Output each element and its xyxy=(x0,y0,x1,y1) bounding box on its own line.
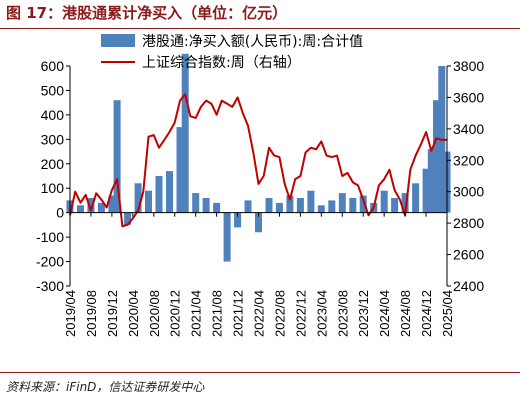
left-tick-label: -200 xyxy=(36,254,64,270)
x-tick-label: 2025/04 xyxy=(440,290,455,337)
bar-mark xyxy=(108,195,116,213)
left-tick-label: -300 xyxy=(36,278,64,294)
bar-mark xyxy=(307,190,315,213)
bar-mark xyxy=(145,190,152,213)
bar-mark xyxy=(113,100,121,213)
bar-mark xyxy=(349,198,357,213)
bar-mark xyxy=(87,198,95,213)
chart-svg: 600 500 400 300 200 100 0 -100 -200 -300 3800 3600 3… xyxy=(36,34,484,337)
x-tick-label: 2022/12 xyxy=(293,290,308,337)
x-tick-label: 2023/04 xyxy=(314,290,329,337)
x-tick-label: 2020/12 xyxy=(168,290,183,337)
bar-mark xyxy=(317,205,325,213)
bar-mark xyxy=(328,200,336,213)
x-tick-label: 2020/08 xyxy=(147,290,162,337)
bar-mark xyxy=(223,212,231,262)
left-tick-label: 400 xyxy=(41,107,65,123)
left-tick-label: 300 xyxy=(41,131,65,147)
x-tick-label: 2022/08 xyxy=(272,290,287,337)
bar-mark xyxy=(202,198,210,213)
axes-layer: 600 500 400 300 200 100 0 -100 -200 -300 3800 3600 3… xyxy=(36,58,484,337)
bar-mark xyxy=(155,176,163,213)
bar-mark xyxy=(433,100,440,213)
bar-mark xyxy=(412,183,420,213)
left-tick-label: 0 xyxy=(56,205,64,221)
right-tick-label: 2600 xyxy=(453,247,484,263)
bar-mark xyxy=(359,195,367,213)
bar-mark xyxy=(286,195,294,213)
bar-mark xyxy=(77,205,84,213)
bar-mark xyxy=(124,212,132,225)
bar-mark xyxy=(166,171,173,213)
x-tick-label: 2019/08 xyxy=(84,290,99,337)
x-tick-label: 2024/08 xyxy=(398,290,413,337)
left-tick-label: 100 xyxy=(41,180,65,196)
title-divider xyxy=(0,28,520,29)
bar-mark xyxy=(391,198,399,213)
x-tick-label: 2023/12 xyxy=(356,290,371,337)
source-divider xyxy=(0,372,520,373)
left-tick-label: -100 xyxy=(36,229,64,245)
bar-mark xyxy=(234,212,242,228)
bar-mark xyxy=(275,202,283,213)
bar-mark xyxy=(265,198,273,213)
right-tick-label: 3000 xyxy=(453,184,484,200)
bar-series-layer xyxy=(66,53,451,262)
bar-mark xyxy=(255,212,262,233)
index-line xyxy=(69,93,447,228)
x-tick-label: 2021/12 xyxy=(231,290,246,337)
bar-mark xyxy=(97,202,105,213)
left-tick-label: 200 xyxy=(41,156,65,172)
bar-mark xyxy=(296,198,304,213)
left-tick-label: 500 xyxy=(41,82,65,98)
x-tick-label: 2021/08 xyxy=(210,290,225,337)
bar-mark xyxy=(192,193,200,213)
bar-mark xyxy=(338,193,346,213)
bar-mark xyxy=(176,127,184,213)
x-tick-label: 2024/12 xyxy=(419,290,434,337)
right-tick-label: 3600 xyxy=(453,89,484,105)
right-tick-label: 3800 xyxy=(453,58,484,74)
line-series-layer xyxy=(69,93,447,228)
legend-bar-label: 港股通:净买入额(人民币):周:合计值 xyxy=(142,34,363,50)
x-tick-label: 2021/04 xyxy=(189,290,204,337)
source-note: 资料来源：iFinD，信达证券研发中心 xyxy=(6,380,205,394)
bar-mark xyxy=(213,202,221,213)
bar-mark xyxy=(427,149,435,213)
bar-mark xyxy=(422,168,430,213)
x-tick-label: 2020/04 xyxy=(126,290,141,337)
bar-mark xyxy=(134,183,142,213)
right-tick-label: 3400 xyxy=(453,121,484,137)
bar-mark xyxy=(244,200,252,213)
left-tick-label: 600 xyxy=(41,58,65,74)
x-tick-label: 2019/12 xyxy=(105,290,120,337)
x-tick-label: 2022/04 xyxy=(252,290,267,337)
figure-title: 图 17：港股通累计净买入（单位：亿元） xyxy=(6,4,288,22)
x-tick-label: 2023/08 xyxy=(335,290,350,337)
legend-line-label: 上证综合指数:周（右轴） xyxy=(142,55,301,71)
bar-mark xyxy=(401,193,409,213)
bar-mark xyxy=(380,190,388,213)
legend-bar-swatch xyxy=(101,34,135,47)
x-tick-label: 2024/04 xyxy=(377,290,392,337)
right-tick-label: 3200 xyxy=(453,152,484,168)
right-tick-label: 2400 xyxy=(453,278,484,294)
right-tick-label: 2800 xyxy=(453,215,484,231)
bar-mark xyxy=(181,53,189,213)
x-tick-label: 2019/04 xyxy=(63,290,78,337)
